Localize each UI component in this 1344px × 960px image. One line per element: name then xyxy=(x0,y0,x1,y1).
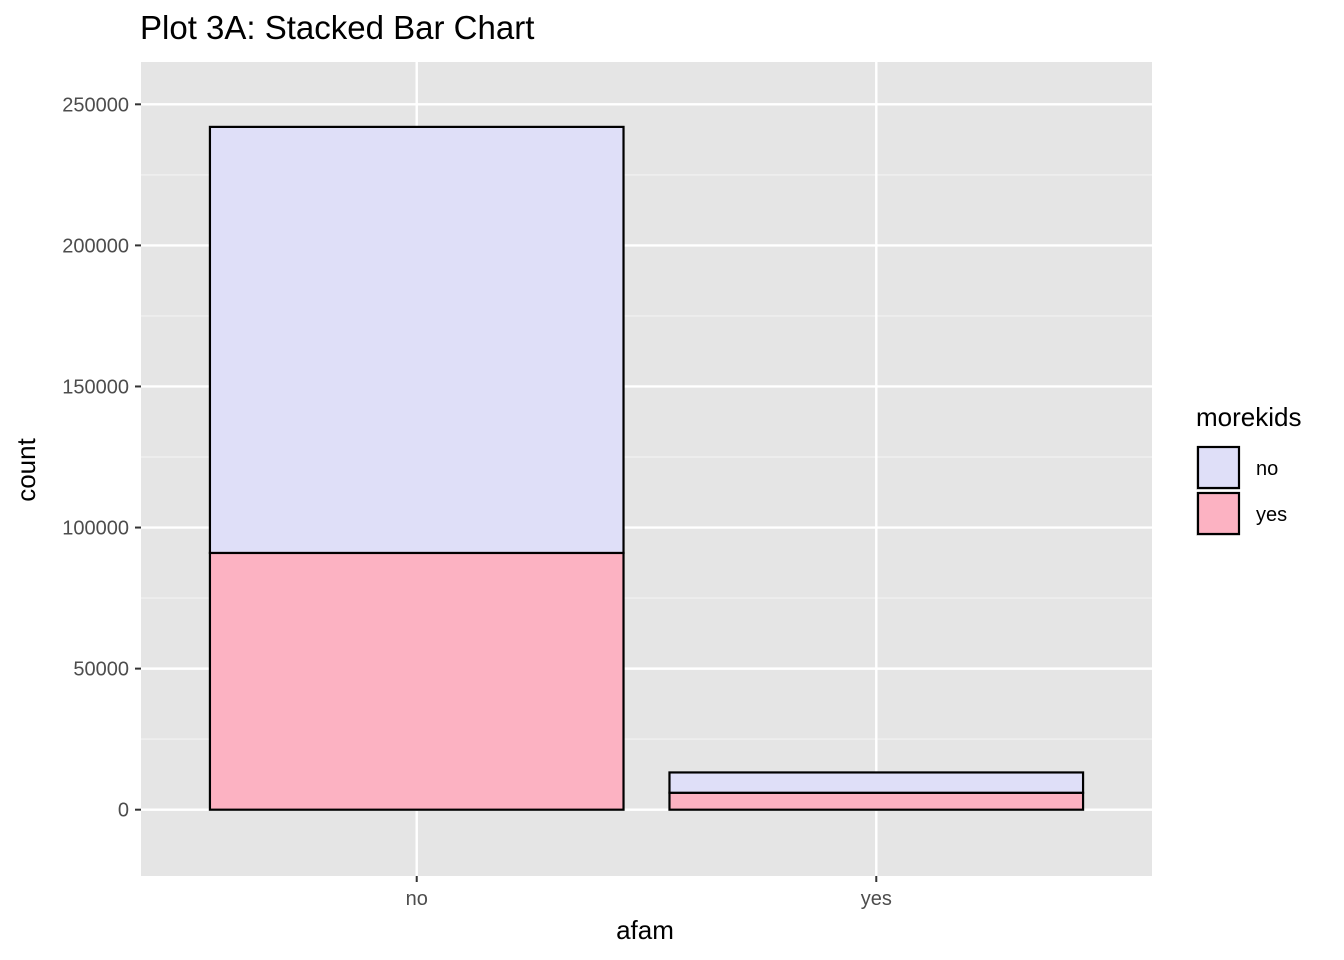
x-axis: no yes xyxy=(406,876,892,910)
legend: morekids no yes xyxy=(1196,402,1301,536)
bars xyxy=(208,125,1085,811)
y-tick-label: 0 xyxy=(118,800,129,822)
legend-label: yes xyxy=(1256,504,1287,526)
chart-title: Plot 3A: Stacked Bar Chart xyxy=(140,9,534,46)
legend-swatch-no xyxy=(1196,445,1241,490)
legend-swatch-yes xyxy=(1196,491,1241,536)
y-tick-label: 200000 xyxy=(62,235,129,257)
x-axis-title: afam xyxy=(616,915,674,945)
legend-title: morekids xyxy=(1196,402,1301,432)
y-axis: 0 50000 100000 150000 200000 250000 xyxy=(62,94,141,822)
y-axis-title: count xyxy=(11,437,41,501)
x-tick-label: no xyxy=(406,888,428,910)
y-tick-label: 50000 xyxy=(73,659,129,681)
bar-no-no xyxy=(208,125,625,555)
bar-yes-no xyxy=(668,771,1085,794)
x-tick-label: yes xyxy=(861,888,892,910)
y-tick-label: 150000 xyxy=(62,376,129,398)
legend-label: no xyxy=(1256,458,1278,480)
y-tick-label: 250000 xyxy=(62,94,129,116)
bar-yes-yes xyxy=(668,791,1085,811)
y-tick-label: 100000 xyxy=(62,518,129,540)
bar-no-yes xyxy=(208,551,625,811)
